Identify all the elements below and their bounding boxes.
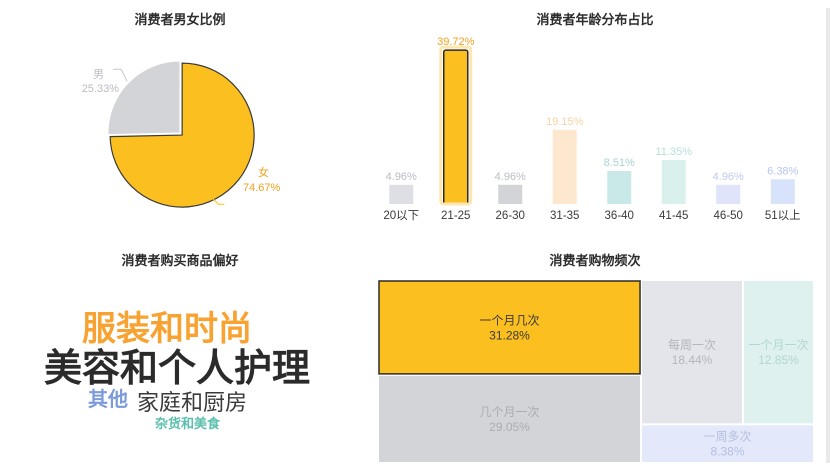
treemap-cell-2 — [642, 281, 742, 424]
gender-chart-title: 消费者男女比例 — [134, 12, 226, 27]
treemap-cell-name-1: 几个月一次 — [480, 405, 540, 419]
treemap-cell-value-3: 12.85% — [758, 353, 799, 367]
age-bar-5 — [661, 160, 686, 204]
treemap-cell-value-4: 8.38% — [711, 445, 745, 459]
age-chart-title: 消费者年龄分布占比 — [536, 12, 654, 27]
age-bar-label-4: 8.51% — [604, 157, 635, 169]
gender-pie-chart: 男 25.33% 女 74.67% — [82, 60, 281, 208]
age-bar-2 — [498, 184, 523, 204]
age-tick-0: 20以下 — [383, 209, 419, 222]
age-bar-label-6: 4.96% — [713, 171, 744, 183]
word-home-kitchen: 家庭和厨房 — [137, 390, 248, 415]
age-bar-highlight — [439, 45, 473, 206]
treemap-cell-value-2: 18.44% — [672, 353, 713, 367]
pie-leader-male — [113, 68, 128, 82]
age-tick-3: 31-35 — [550, 210, 579, 222]
treemap-cell-1 — [379, 375, 641, 462]
word-grocery: 杂货和美食 — [155, 416, 221, 431]
pie-slice-female — [109, 62, 255, 208]
age-tick-1: 21-25 — [441, 210, 470, 222]
age-bar-1 — [443, 49, 469, 205]
treemap-cell-value-0: 31.28% — [489, 328, 530, 342]
word-beauty: 美容和个人护理 — [44, 348, 311, 390]
frequency-chart-title: 消费者购物频次 — [549, 253, 641, 268]
age-bar-label-1: 39.72% — [437, 36, 475, 48]
treemap-cell-0 — [378, 280, 641, 375]
age-tick-6: 46-50 — [714, 210, 743, 222]
treemap-cell-name-2: 每周一次 — [668, 337, 716, 352]
age-tick-5: 41-45 — [659, 210, 688, 222]
age-bar-6 — [716, 184, 741, 204]
age-bar-label-0: 4.96% — [386, 171, 417, 183]
pie-label-male-value: 25.33% — [82, 83, 120, 95]
treemap-cell-name-3: 一个月一次 — [748, 338, 808, 352]
treemap-cell-4 — [642, 425, 813, 462]
age-bar-label-5: 11.35% — [656, 146, 693, 158]
pie-label-female-value: 74.67% — [243, 182, 281, 194]
treemap-cell-value-1: 29.05% — [489, 420, 530, 434]
pie-leader-female — [211, 197, 225, 205]
treemap-cell-name-4: 一周多次 — [704, 430, 752, 444]
treemap-cell-name-0: 一个月几次 — [480, 313, 540, 327]
age-tick-4: 36-40 — [605, 210, 634, 222]
preference-wordcloud: 服装和时尚 美容和个人护理 其他 家庭和厨房 杂货和美食 — [0, 300, 360, 450]
age-bar-0 — [389, 184, 414, 204]
age-bar-3 — [552, 129, 577, 204]
treemap-cell-3 — [743, 281, 813, 424]
pie-slice-male — [107, 60, 181, 136]
age-bar-label-7: 6.38% — [767, 165, 798, 177]
word-fashion: 服装和时尚 — [82, 310, 252, 348]
scrollbar-track[interactable] — [826, 8, 830, 463]
age-bar-4 — [607, 171, 632, 204]
age-tick-2: 26-30 — [496, 210, 525, 222]
age-tick-7: 51以上 — [765, 209, 801, 222]
age-bar-chart: 4.96% 20以下 39.72% 21-25 4.96% 26-30 19.15% 31-3… — [383, 36, 801, 222]
pie-label-female-name: 女 — [258, 165, 269, 179]
preference-chart-title: 消费者购买商品偏好 — [121, 253, 239, 268]
age-bar-label-2: 4.96% — [495, 171, 526, 183]
age-bar-7 — [770, 179, 795, 204]
age-bar-label-3: 19.15% — [546, 116, 584, 128]
word-other: 其他 — [88, 389, 128, 411]
pie-label-male-name: 男 — [93, 69, 104, 81]
